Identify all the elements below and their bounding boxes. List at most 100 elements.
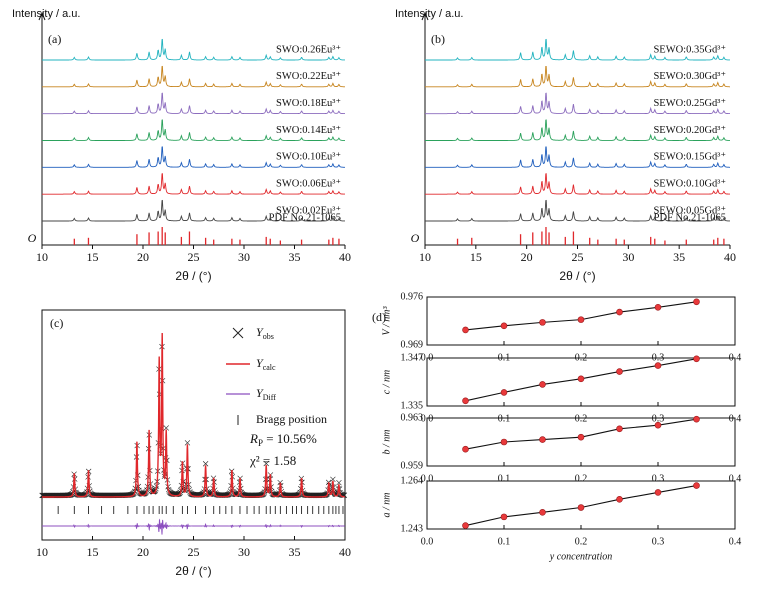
data-point bbox=[539, 509, 546, 516]
data-point bbox=[616, 495, 623, 503]
reference-label: PDF No.21-1065 bbox=[269, 212, 341, 223]
series-label: SWO:0.22Eu³⁺ bbox=[276, 71, 341, 82]
pattern-line bbox=[425, 38, 730, 61]
y-axis-title: a / nm bbox=[381, 493, 392, 518]
pattern-line bbox=[42, 92, 345, 115]
observed-cross bbox=[263, 460, 269, 467]
x-axis-title: 2θ / (°) bbox=[175, 564, 211, 578]
data-point bbox=[616, 308, 623, 316]
series-label: SWO:0.18Eu³⁺ bbox=[276, 98, 341, 109]
y-tick-label: 0.976 bbox=[401, 291, 424, 302]
y-axis-title: Intensity / a.u. bbox=[395, 8, 463, 20]
x-tick-label: 25 bbox=[572, 250, 584, 264]
data-point bbox=[577, 433, 585, 441]
x-axis-title: y concentration bbox=[549, 551, 612, 562]
data-point bbox=[500, 389, 508, 396]
y-axis-title: Intensity / a.u. bbox=[12, 8, 80, 20]
data-point bbox=[539, 381, 546, 388]
x-tick-label: 0.0 bbox=[421, 473, 434, 484]
legend-label: Ycalc bbox=[256, 356, 276, 372]
data-point bbox=[693, 355, 700, 363]
y-tick-label: 1.264 bbox=[401, 475, 424, 486]
data-point bbox=[500, 322, 508, 330]
y-tick-label: 1.335 bbox=[401, 400, 424, 411]
x-tick-label: 40 bbox=[339, 545, 351, 559]
annotation-text: = 10.56% bbox=[263, 431, 317, 446]
data-point bbox=[539, 319, 546, 326]
y-tick-label: 0.963 bbox=[401, 412, 424, 423]
pattern-line bbox=[42, 38, 345, 61]
legend-name: Bragg position bbox=[256, 412, 327, 426]
legend-name: Y bbox=[256, 356, 264, 370]
legend-label: Bragg position bbox=[256, 412, 327, 426]
x-tick-label: 35 bbox=[673, 250, 685, 264]
x-tick-label: 15 bbox=[87, 545, 99, 559]
x-tick-label: 25 bbox=[188, 545, 200, 559]
x-tick-label: 25 bbox=[188, 250, 200, 264]
data-point bbox=[693, 415, 700, 423]
origin-label: O bbox=[411, 231, 420, 245]
data-point bbox=[654, 421, 662, 429]
y-axis-title: V / nm³ bbox=[381, 306, 392, 336]
series-label: SEWO:0.20Gd³⁺ bbox=[653, 125, 726, 136]
x-tick-label: 0.3 bbox=[652, 473, 665, 484]
data-point bbox=[693, 298, 700, 306]
panel-label: (a) bbox=[48, 32, 61, 46]
pattern-line bbox=[42, 173, 345, 195]
annotation-sub: P bbox=[258, 438, 263, 448]
data-point bbox=[462, 522, 469, 529]
series-label: SWO:0.02Eu³⁺ bbox=[276, 205, 341, 216]
x-tick-label: 15 bbox=[470, 250, 482, 264]
observed-cross bbox=[330, 476, 336, 483]
x-tick-label: 35 bbox=[289, 250, 301, 264]
series-label: SEWO:0.25Gd³⁺ bbox=[653, 98, 726, 109]
pattern-line bbox=[425, 119, 730, 141]
y-axis-title: c / nm bbox=[381, 370, 392, 394]
origin-label: O bbox=[28, 231, 37, 245]
series-label: SEWO:0.05Gd³⁺ bbox=[653, 205, 726, 216]
x-tick-label: 40 bbox=[339, 250, 351, 264]
pattern-line bbox=[425, 199, 730, 222]
x-tick-label: 15 bbox=[87, 250, 99, 264]
x-tick-label: 0.4 bbox=[729, 473, 742, 484]
x-tick-label: 0.2 bbox=[575, 536, 588, 547]
data-point bbox=[500, 438, 508, 446]
x-tick-label: 40 bbox=[724, 250, 736, 264]
data-point bbox=[577, 375, 585, 383]
data-point bbox=[577, 504, 585, 511]
data-point bbox=[462, 445, 469, 453]
y-axis-arrow bbox=[421, 11, 429, 21]
y-axis-arrow bbox=[38, 11, 46, 21]
x-tick-label: 30 bbox=[238, 545, 250, 559]
calculated-line bbox=[42, 332, 345, 498]
data-point bbox=[500, 513, 508, 521]
legend-name: Y bbox=[256, 386, 264, 400]
x-tick-label: 10 bbox=[419, 250, 431, 264]
x-tick-label: 35 bbox=[289, 545, 301, 559]
data-point bbox=[654, 303, 662, 311]
annotation-symbol: R bbox=[249, 431, 258, 446]
observed-cross bbox=[202, 461, 209, 467]
data-point bbox=[654, 489, 662, 496]
x-tick-label: 0.1 bbox=[498, 473, 511, 484]
x-tick-label: 10 bbox=[36, 545, 48, 559]
legend-name: Y bbox=[256, 325, 264, 339]
series-label: SEWO:0.10Gd³⁺ bbox=[653, 179, 726, 190]
x-axis-title: 2θ / (°) bbox=[175, 269, 211, 283]
observed-cross bbox=[184, 440, 191, 446]
data-point bbox=[577, 316, 585, 323]
y-tick-label: 1.243 bbox=[401, 523, 424, 534]
plot-frame bbox=[426, 417, 736, 467]
panel-label: (d) bbox=[372, 310, 386, 324]
difference-line bbox=[42, 518, 345, 535]
legend-marker bbox=[232, 327, 244, 339]
annotation: RP = 10.56% bbox=[249, 431, 317, 448]
data-point bbox=[616, 368, 623, 375]
x-tick-label: 10 bbox=[36, 250, 48, 264]
data-point bbox=[462, 397, 469, 405]
series-label: SEWO:0.35Gd³⁺ bbox=[653, 44, 726, 55]
y-tick-label: 0.959 bbox=[401, 460, 424, 471]
legend-sub: Diff bbox=[263, 393, 277, 402]
data-point bbox=[462, 326, 469, 334]
pattern-line bbox=[42, 119, 345, 141]
